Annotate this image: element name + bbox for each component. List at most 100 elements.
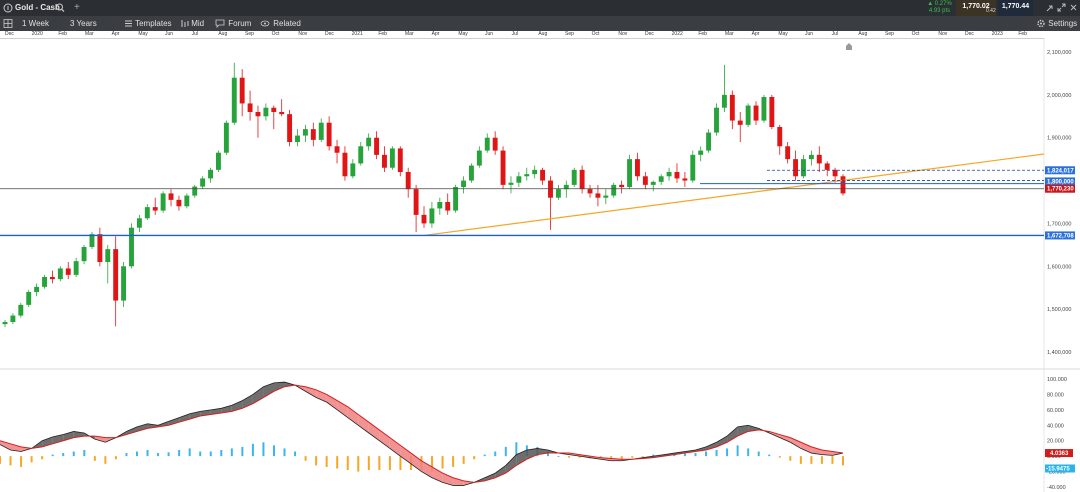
candle-body <box>42 277 47 287</box>
change-indicator: ▲ 0.27% 4.93 pts <box>924 0 955 16</box>
macd-histogram-bar <box>799 456 802 464</box>
price-axis-tick: 1,900,000 <box>1047 136 1071 142</box>
macd-histogram-bar <box>842 456 844 466</box>
instrument-title[interactable]: Gold - Cash <box>15 3 60 12</box>
layout-grid-icon[interactable] <box>3 16 13 31</box>
macd-histogram-bar <box>125 453 128 457</box>
macd-fill-segment <box>136 423 148 432</box>
instrument-info-icon[interactable] <box>3 0 13 16</box>
templates-button[interactable]: Templates <box>124 16 172 31</box>
macd-fill-segment <box>800 442 812 454</box>
macd-fill-segment <box>389 437 401 457</box>
macd-histogram-bar <box>199 451 202 457</box>
macd-histogram-bar <box>705 451 708 457</box>
price-axis-bg <box>1044 38 1080 492</box>
candle-body <box>310 129 316 140</box>
top-bar: Gold - Cash + ▲ 0.27% 4.93 pts 1,770.02 … <box>0 0 1080 16</box>
interval-dropdown[interactable]: 1 Week <box>22 19 49 28</box>
time-axis-label: Feb <box>58 31 67 37</box>
macd-histogram-bar <box>747 448 750 457</box>
expand-icon[interactable] <box>1057 0 1066 16</box>
macd-histogram-bar <box>378 456 381 471</box>
close-icon[interactable] <box>1069 0 1078 16</box>
add-tab-button[interactable]: + <box>74 2 80 13</box>
candle-body <box>603 195 609 198</box>
price-chart[interactable]: 2,100,000 2,000,000 1,900,000 1,800,000 1,70… <box>0 38 1080 492</box>
time-axis-label: Aug <box>218 31 228 37</box>
time-axis-label: Oct <box>271 31 280 37</box>
time-axis-label: Jun <box>165 31 174 37</box>
trendline[interactable] <box>423 153 1045 237</box>
price-axis-tick: 1,500,000 <box>1047 307 1071 313</box>
macd-axis-tick: -20.000 <box>1047 470 1066 476</box>
macd-fill-segment <box>242 394 253 409</box>
candle-body <box>563 184 569 190</box>
candle-body <box>658 176 664 182</box>
detach-icon[interactable] <box>1045 0 1054 16</box>
time-axis-label: Jul <box>191 31 199 37</box>
mid-label: Mid <box>191 19 205 28</box>
candle-body <box>263 107 269 117</box>
macd-histogram-bar <box>546 451 549 457</box>
macd-axis-tick: 80.000 <box>1047 392 1064 398</box>
macd-histogram-bar <box>220 449 223 457</box>
candle-body <box>761 97 767 121</box>
eye-icon <box>260 16 271 31</box>
candle-body <box>714 107 719 133</box>
settings-button[interactable]: Settings <box>1036 16 1077 31</box>
candle-body <box>152 207 158 211</box>
candle-body <box>635 159 640 177</box>
templates-label: Templates <box>135 19 172 28</box>
macd-histogram-bar <box>93 456 96 461</box>
candle-body <box>808 154 814 160</box>
candle-body <box>627 159 632 187</box>
time-axis-label: 2021 <box>351 31 363 37</box>
macd-fill-segment <box>727 426 738 443</box>
candle-body <box>619 184 625 187</box>
candle-body <box>34 286 40 292</box>
settings-label: Settings <box>1048 19 1078 28</box>
candle-body <box>706 132 712 151</box>
candle-body <box>389 148 395 168</box>
macd-fill-segment <box>400 445 411 464</box>
macd-histogram-bar <box>483 454 486 457</box>
related-button[interactable]: Related <box>260 16 301 31</box>
macd-histogram-bar <box>72 451 75 457</box>
macd-histogram-bar <box>336 456 339 469</box>
candle-body <box>816 154 822 164</box>
macd-fill-segment <box>147 423 159 429</box>
time-axis-label: Aug <box>538 31 548 37</box>
time-axis-label: Dec <box>325 31 334 37</box>
macd-fill-segment <box>347 406 359 426</box>
candle-body <box>413 189 419 215</box>
candle-body <box>97 234 103 262</box>
time-axis: Dec 2020 Feb Mar Apr May Jun Jul Aug Sep Oct Nov Dec… <box>0 31 1080 39</box>
time-axis-label: Apr <box>751 31 760 37</box>
macd-histogram-bar <box>41 456 44 460</box>
chat-bubble-icon <box>215 16 226 31</box>
candle-body <box>302 129 308 136</box>
macd-histogram-bar <box>241 446 244 457</box>
candle-body <box>358 146 364 164</box>
time-axis-label: Jul <box>511 31 519 37</box>
time-axis-label: May <box>778 31 788 37</box>
sell-button[interactable]: 1,770.02 <box>956 0 996 16</box>
search-icon[interactable] <box>55 0 65 16</box>
candle-body <box>255 112 261 117</box>
candle-body <box>516 176 522 183</box>
buy-price: 1,770.44 <box>1001 3 1030 10</box>
mid-button[interactable]: Mid <box>180 16 204 31</box>
time-axis-label: Apr <box>431 31 440 37</box>
macd-fill-segment <box>337 400 348 418</box>
macd-value-label: 4.0363 <box>1050 451 1069 457</box>
macd-histogram-bar <box>568 456 571 458</box>
candle-body <box>271 107 277 112</box>
macd-axis-tick: 100.000 <box>1047 377 1067 383</box>
current-time-marker[interactable] <box>845 37 853 50</box>
buy-button[interactable]: 1,770.44 <box>998 0 1033 16</box>
forum-button[interactable]: Forum <box>215 16 251 31</box>
price-axis-tick: 1,700,000 <box>1047 221 1071 227</box>
range-dropdown[interactable]: 3 Years <box>70 19 97 28</box>
sell-price: 1,770.02 <box>962 3 990 10</box>
macd-axis-tick: -40.000 <box>1047 485 1066 491</box>
